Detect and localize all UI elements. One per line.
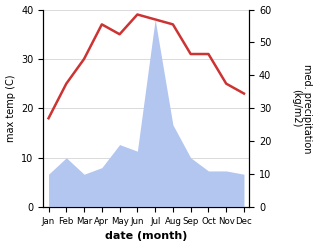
Y-axis label: max temp (C): max temp (C) <box>5 75 16 142</box>
Y-axis label: med. precipitation
(kg/m2): med. precipitation (kg/m2) <box>291 64 313 153</box>
X-axis label: date (month): date (month) <box>105 231 187 242</box>
